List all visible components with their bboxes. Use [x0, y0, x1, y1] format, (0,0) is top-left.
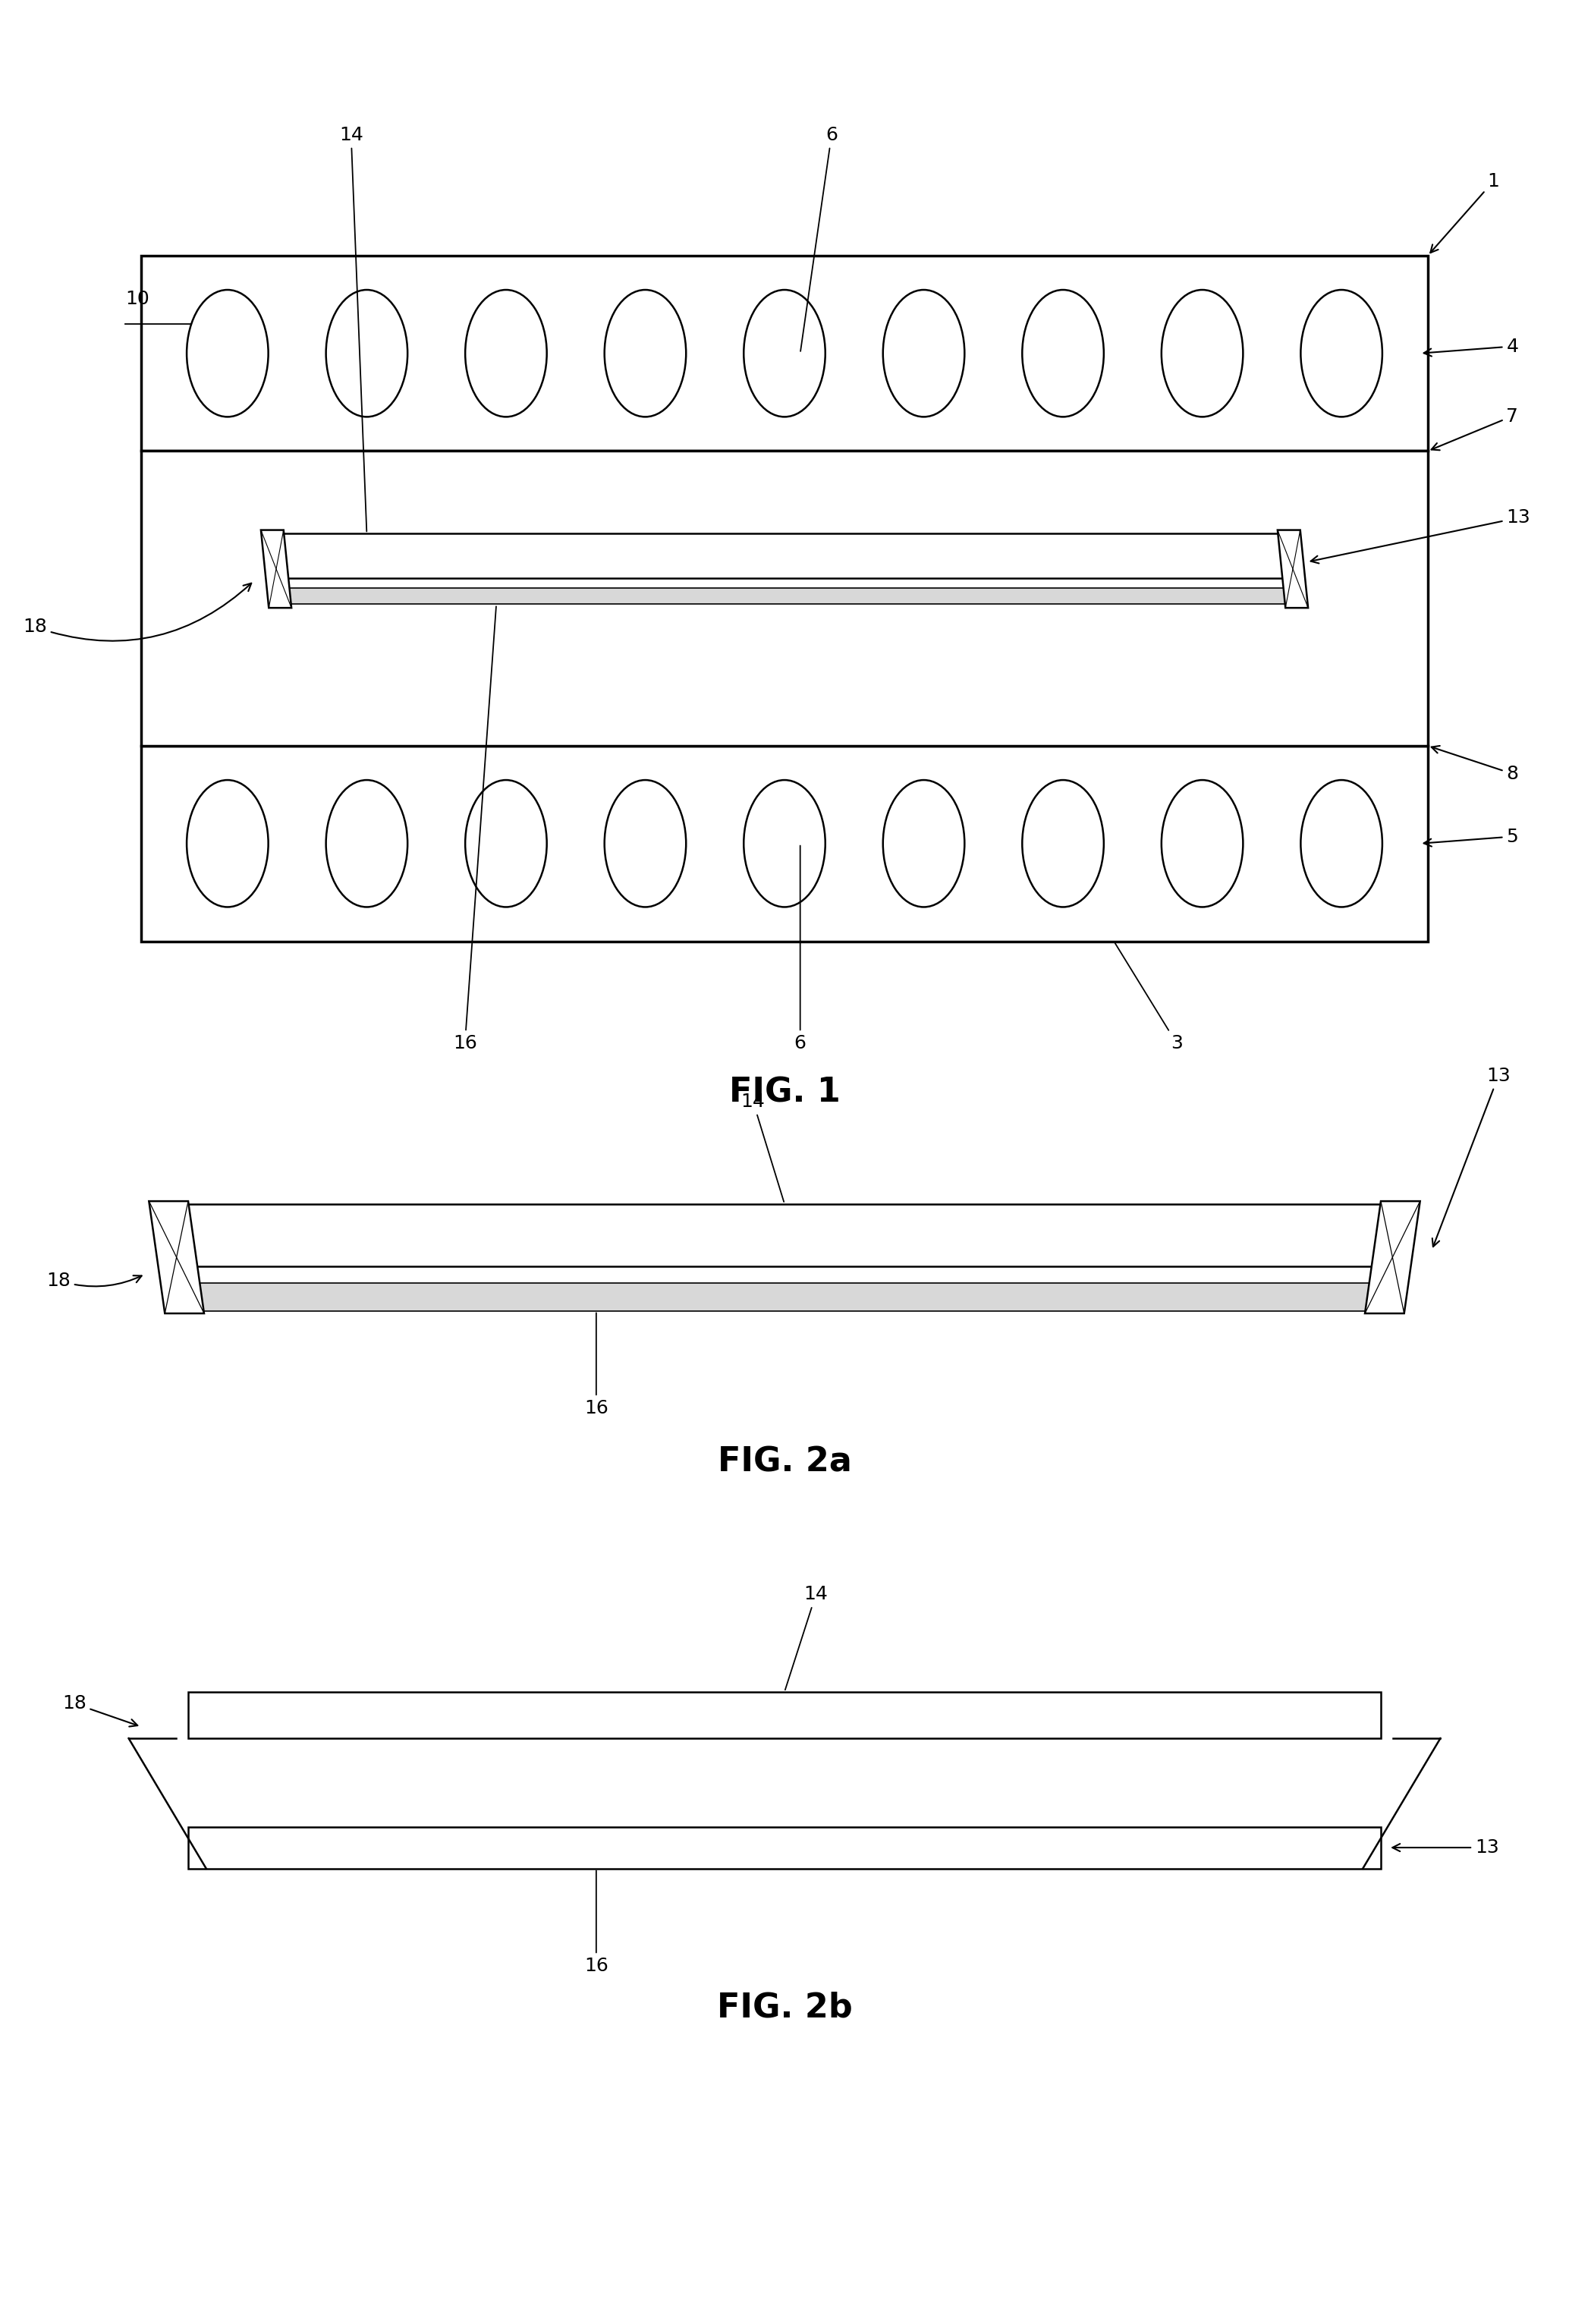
Polygon shape — [1365, 1202, 1420, 1313]
Polygon shape — [260, 530, 292, 609]
Text: 18: 18 — [47, 1271, 141, 1290]
Text: 16: 16 — [453, 607, 496, 1053]
Text: FIG. 2b: FIG. 2b — [717, 1992, 852, 2024]
Text: 13: 13 — [1310, 509, 1530, 562]
Text: 14: 14 — [741, 1092, 784, 1202]
Ellipse shape — [1023, 781, 1105, 906]
Polygon shape — [1277, 530, 1309, 609]
Text: 6: 6 — [794, 846, 806, 1053]
Ellipse shape — [466, 781, 548, 906]
Text: 13: 13 — [1432, 1067, 1511, 1246]
Text: 14: 14 — [784, 1585, 828, 1690]
Ellipse shape — [1301, 781, 1382, 906]
Ellipse shape — [604, 290, 686, 416]
Bar — [188, 1283, 1381, 1311]
Text: 18: 18 — [63, 1694, 138, 1727]
Text: 16: 16 — [584, 1871, 609, 1975]
Bar — [141, 451, 1428, 746]
Text: 14: 14 — [339, 125, 367, 532]
Text: 4: 4 — [1423, 337, 1519, 356]
Text: 18: 18 — [24, 583, 251, 641]
Text: 5: 5 — [1423, 827, 1519, 846]
Ellipse shape — [1161, 781, 1243, 906]
Bar — [270, 535, 1299, 579]
Text: 6: 6 — [800, 125, 838, 351]
Bar — [188, 1827, 1381, 1868]
Ellipse shape — [1023, 290, 1105, 416]
Bar — [141, 746, 1428, 941]
Ellipse shape — [326, 290, 408, 416]
Bar — [188, 1692, 1381, 1738]
Polygon shape — [149, 1202, 204, 1313]
Text: FIG. 1: FIG. 1 — [728, 1076, 841, 1109]
Bar — [141, 256, 1428, 451]
Text: 8: 8 — [1431, 746, 1519, 783]
Text: 16: 16 — [584, 1313, 609, 1418]
Ellipse shape — [187, 290, 268, 416]
Bar — [188, 1204, 1381, 1267]
Text: 7: 7 — [1431, 407, 1519, 451]
Ellipse shape — [466, 290, 548, 416]
Ellipse shape — [744, 781, 825, 906]
Ellipse shape — [1301, 290, 1382, 416]
Ellipse shape — [883, 290, 965, 416]
Ellipse shape — [187, 781, 268, 906]
Ellipse shape — [744, 290, 825, 416]
Ellipse shape — [604, 781, 686, 906]
Bar — [270, 588, 1299, 604]
Text: 10: 10 — [126, 290, 149, 307]
Text: 1: 1 — [1431, 172, 1500, 253]
Ellipse shape — [883, 781, 965, 906]
Text: FIG. 2a: FIG. 2a — [717, 1446, 852, 1478]
Text: 3: 3 — [1116, 944, 1183, 1053]
Text: 13: 13 — [1392, 1838, 1498, 1857]
Ellipse shape — [1161, 290, 1243, 416]
Ellipse shape — [326, 781, 408, 906]
